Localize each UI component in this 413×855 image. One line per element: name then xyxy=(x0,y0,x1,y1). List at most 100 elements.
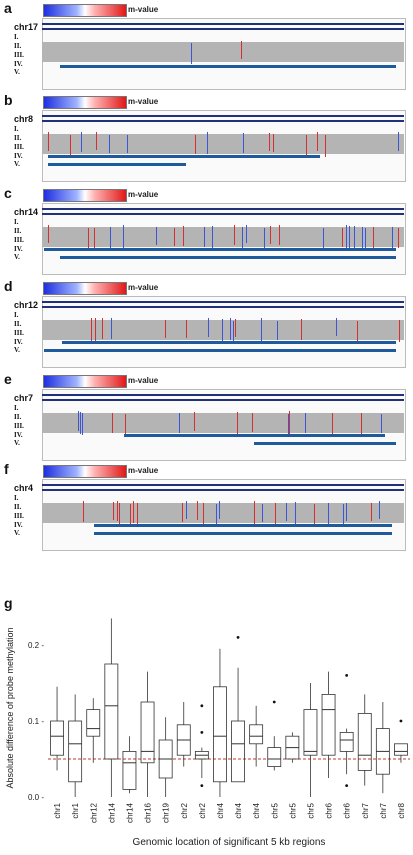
probe-mark xyxy=(95,132,97,150)
probe-mark xyxy=(397,132,399,151)
probe-mark xyxy=(246,225,248,243)
probe-mark xyxy=(314,504,316,524)
probe-mark xyxy=(136,503,138,524)
box xyxy=(50,720,64,756)
x-tick-label: chr2 xyxy=(180,802,189,818)
track-row-label: II. xyxy=(14,42,22,50)
outlier-point xyxy=(345,674,349,677)
box xyxy=(213,686,227,783)
probe-mark xyxy=(261,504,263,522)
probe-mark xyxy=(360,413,362,435)
track-row-label: I. xyxy=(14,311,19,319)
probe-mark xyxy=(380,414,382,433)
x-tick-label: chr6 xyxy=(325,802,334,818)
box xyxy=(86,709,101,737)
significant-region-bar xyxy=(48,155,320,158)
x-tick-label: chr7 xyxy=(361,802,370,818)
probe-mark xyxy=(127,135,129,153)
probe-mark xyxy=(346,503,348,521)
outlier-point xyxy=(236,636,240,639)
probe-mark xyxy=(331,413,333,436)
probe-mark xyxy=(212,226,214,248)
track-row-label: IV. xyxy=(14,245,23,253)
significant-region-bar xyxy=(124,434,385,437)
chromosome-label: chr4 xyxy=(14,483,34,493)
x-tick-label: chr14 xyxy=(107,802,116,823)
panel-label-e: e xyxy=(4,371,12,387)
m-value-legend-bar xyxy=(43,4,127,17)
probe-mark xyxy=(294,502,296,525)
x-tick-label: chr4 xyxy=(216,802,225,818)
probe-mark xyxy=(202,503,204,523)
browser-panel-d: dm-value0.01.0chr12I.II.III.IV.V. xyxy=(0,278,413,368)
browser-panel-c: cm-value0.01.0chr14I.II.III.IV.V. xyxy=(0,185,413,275)
track-row-label: V. xyxy=(14,529,20,537)
significant-region-bar xyxy=(62,341,396,344)
probe-mark xyxy=(273,134,275,152)
panel-label-b: b xyxy=(4,92,13,108)
probe-mark xyxy=(243,133,245,153)
probe-mark xyxy=(196,501,198,520)
track-row-label: V. xyxy=(14,253,20,261)
methylation-band xyxy=(42,227,404,247)
probe-mark xyxy=(221,321,223,339)
probe-mark xyxy=(94,228,96,250)
significant-region-bar xyxy=(48,163,186,166)
box xyxy=(68,720,83,783)
track-row-label: I. xyxy=(14,218,19,226)
probe-mark xyxy=(230,318,232,340)
x-tick-label: chr5 xyxy=(306,802,315,818)
coordinate-ruler xyxy=(42,208,404,210)
panel-label-d: d xyxy=(4,278,13,294)
y-tick-label: 0.0 - xyxy=(28,793,44,802)
boxplot-panel: g 0.0 - 0.1 - 0.2 - chr1 chr1 chr12 chr14 chr14… xyxy=(0,595,413,850)
gene-track-line xyxy=(42,120,404,122)
box xyxy=(249,724,264,745)
browser-panel-b: bm-value0.01.0chr8I.II.III.IV.V. xyxy=(0,92,413,182)
probe-mark xyxy=(325,135,327,157)
track-row-label: IV. xyxy=(14,152,23,160)
outlier-point xyxy=(200,784,204,787)
probe-mark xyxy=(113,502,115,520)
probe-mark xyxy=(234,225,236,245)
methylation-band xyxy=(42,503,404,523)
probe-mark xyxy=(218,501,220,519)
browser-panel-e: em-value0.01.0chr7I.II.III.IV.V. xyxy=(0,371,413,461)
track-row-label: IV. xyxy=(14,338,23,346)
y-tick-label: 0.2 - xyxy=(28,641,44,650)
probe-mark xyxy=(253,501,255,524)
box xyxy=(140,701,155,764)
probe-mark xyxy=(82,413,84,435)
coordinate-ruler xyxy=(42,484,404,486)
track-row-label: II. xyxy=(14,320,22,328)
probe-mark xyxy=(130,504,132,524)
methylation-band xyxy=(42,134,404,154)
box xyxy=(267,747,282,768)
probe-mark xyxy=(47,132,49,151)
probe-mark xyxy=(287,414,289,436)
probe-mark xyxy=(343,504,345,524)
x-tick-label: chr5 xyxy=(288,802,297,818)
track-row-label: III. xyxy=(14,512,24,520)
browser-panel-f: fm-value0.01.0chr4I.II.III.IV.V. xyxy=(0,461,413,551)
m-value-legend-label: m-value xyxy=(128,376,159,385)
probe-mark xyxy=(300,319,302,340)
box xyxy=(394,743,408,756)
m-value-legend-bar xyxy=(43,96,127,109)
browser-panel-a: am-value0.01.0chr17I.II.III.IV.V. xyxy=(0,0,413,90)
probe-mark xyxy=(304,413,306,433)
box xyxy=(303,709,318,756)
probe-mark xyxy=(112,413,114,433)
gene-track-line xyxy=(42,489,404,491)
x-tick-label: chr7 xyxy=(379,802,388,818)
chromosome-label: chr12 xyxy=(14,300,39,310)
probe-mark xyxy=(102,318,104,339)
probe-mark xyxy=(370,503,372,521)
probe-mark xyxy=(155,227,157,245)
box xyxy=(357,713,372,771)
probe-mark xyxy=(215,504,217,527)
probe-mark xyxy=(81,132,83,152)
x-tick-label: chr14 xyxy=(125,802,134,823)
probe-mark xyxy=(399,320,401,342)
significant-region-bar xyxy=(60,65,396,68)
